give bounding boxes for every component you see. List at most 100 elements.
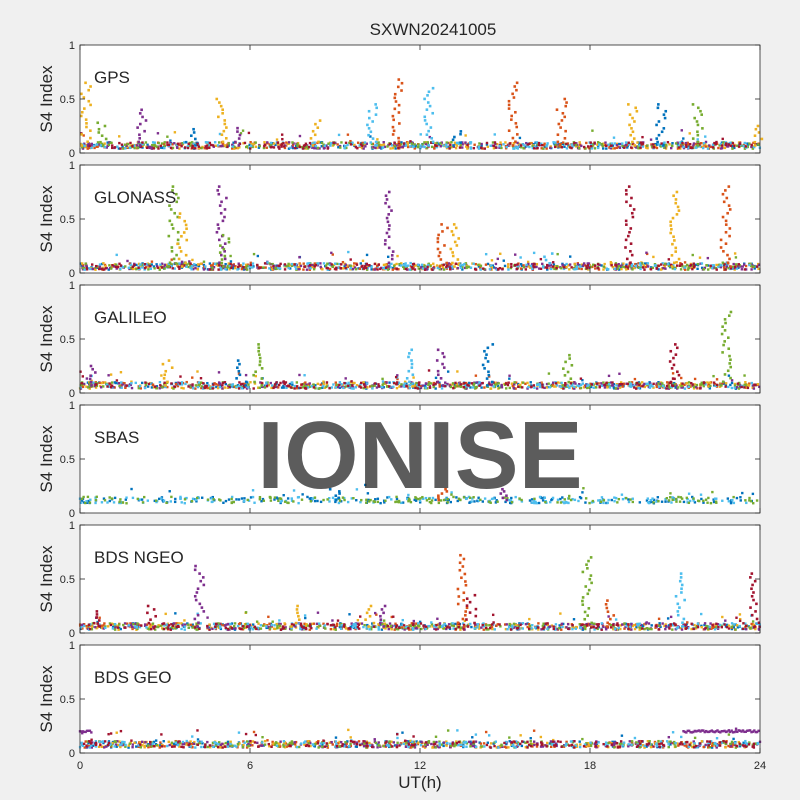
data-point xyxy=(382,386,385,389)
data-point xyxy=(227,142,230,145)
peak-point xyxy=(630,211,634,215)
peak-point xyxy=(387,213,391,216)
data-point xyxy=(700,626,703,629)
data-point xyxy=(208,268,212,271)
peak-point xyxy=(185,227,188,231)
data-point xyxy=(499,252,502,255)
data-point xyxy=(750,262,753,265)
data-point xyxy=(516,145,520,149)
data-point xyxy=(691,264,694,267)
data-point xyxy=(417,497,420,501)
data-point xyxy=(258,495,262,499)
data-point xyxy=(518,136,522,140)
data-point xyxy=(278,626,281,629)
data-point xyxy=(303,622,306,626)
data-point xyxy=(308,385,312,388)
data-point xyxy=(301,386,304,389)
data-point xyxy=(504,500,507,504)
data-point xyxy=(554,382,558,385)
data-point xyxy=(617,142,621,146)
peak-point xyxy=(696,133,700,137)
data-point xyxy=(279,381,282,385)
data-point xyxy=(346,265,349,269)
data-point xyxy=(628,381,631,384)
data-point xyxy=(259,266,262,269)
data-point xyxy=(347,386,351,389)
data-point xyxy=(121,501,125,504)
data-point xyxy=(222,501,225,504)
data-point xyxy=(606,386,609,389)
data-point xyxy=(101,381,104,385)
data-point xyxy=(652,255,655,259)
data-point xyxy=(282,380,285,383)
data-point xyxy=(480,142,483,146)
peak-point xyxy=(481,363,485,367)
peak-point xyxy=(441,230,444,233)
data-point xyxy=(350,497,353,500)
data-point xyxy=(240,387,244,390)
data-point xyxy=(269,622,273,626)
data-point xyxy=(562,267,566,271)
data-point xyxy=(579,265,582,268)
peak-point xyxy=(338,490,341,493)
data-point xyxy=(294,263,298,266)
data-point xyxy=(680,145,683,148)
data-point xyxy=(296,144,299,147)
data-point xyxy=(659,268,663,271)
data-point xyxy=(180,622,183,625)
data-point xyxy=(489,623,493,627)
peak-point xyxy=(513,85,517,88)
peak-point xyxy=(669,380,673,384)
data-point xyxy=(172,626,176,629)
data-point xyxy=(137,266,140,269)
data-point xyxy=(637,381,641,384)
data-point xyxy=(88,384,92,388)
data-point xyxy=(119,498,122,501)
data-point xyxy=(362,383,366,386)
data-point xyxy=(597,266,600,270)
data-point xyxy=(680,382,683,385)
data-point xyxy=(631,497,634,500)
data-point xyxy=(321,268,324,271)
data-point xyxy=(396,374,399,377)
data-point xyxy=(397,268,400,271)
data-point xyxy=(513,381,516,384)
data-point xyxy=(614,387,618,390)
data-point xyxy=(577,499,580,503)
data-point xyxy=(221,387,224,390)
data-point xyxy=(81,266,85,270)
data-point xyxy=(244,267,247,271)
data-point xyxy=(400,262,403,265)
data-point xyxy=(531,501,534,504)
data-point xyxy=(386,496,389,499)
data-point xyxy=(141,143,144,146)
data-point xyxy=(661,384,665,388)
data-point xyxy=(274,264,278,268)
data-point xyxy=(249,496,253,499)
peak-point xyxy=(724,219,728,223)
data-point xyxy=(323,146,326,150)
data-point xyxy=(87,142,90,145)
data-point xyxy=(493,383,496,387)
data-point xyxy=(421,143,424,146)
data-point xyxy=(323,386,327,389)
data-point xyxy=(495,268,499,271)
data-point xyxy=(384,499,387,502)
data-point xyxy=(442,144,445,147)
data-point xyxy=(716,623,720,626)
peak-point xyxy=(398,144,401,147)
data-point xyxy=(365,268,369,271)
data-point xyxy=(131,265,134,268)
peak-point xyxy=(218,101,221,104)
data-point xyxy=(236,268,239,271)
data-point xyxy=(541,383,544,386)
data-point xyxy=(415,622,418,625)
data-point xyxy=(293,384,297,388)
data-point xyxy=(343,146,346,150)
data-point xyxy=(676,141,679,144)
peak-point xyxy=(696,144,700,147)
data-point xyxy=(108,382,111,385)
data-point xyxy=(263,262,267,265)
data-point xyxy=(593,147,597,150)
data-point xyxy=(655,500,658,503)
